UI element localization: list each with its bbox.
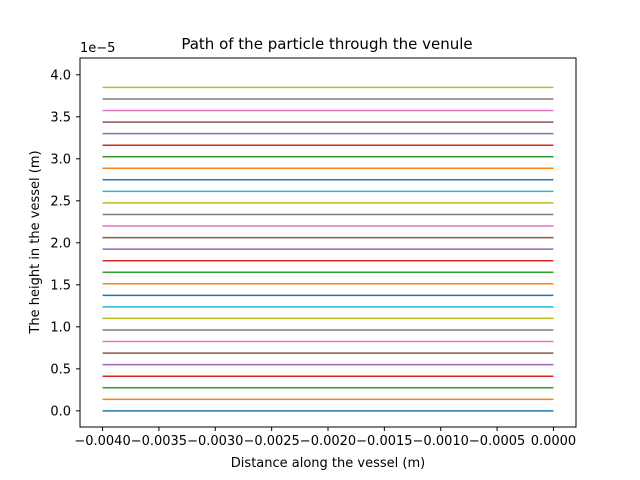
x-tick-label: 0.0000 [531, 434, 577, 449]
x-tick-label: −0.0030 [187, 434, 243, 449]
x-tick-label: −0.0005 [469, 434, 525, 449]
x-tick-label: −0.0040 [74, 434, 130, 449]
x-axis-label: Distance along the vessel (m) [231, 456, 425, 471]
y-tick-label: 1.5 [50, 278, 71, 293]
y-tick-label: 0.5 [50, 362, 71, 377]
series-layer [102, 86, 554, 412]
y-tick-label: 1.0 [50, 320, 71, 335]
x-tick-label: −0.0010 [413, 434, 469, 449]
y-axis: 0.0 0.5 1.0 1.5 2.0 2.5 3.0 3.5 4.0 [50, 68, 80, 419]
x-tick-label: −0.0020 [300, 434, 356, 449]
y-tick-label: 0.0 [50, 404, 71, 419]
y-tick-label: 2.0 [50, 236, 71, 251]
x-tick-label: −0.0025 [243, 434, 299, 449]
x-axis: −0.0040 −0.0035 −0.0030 −0.0025 −0.0020 −0.00… [74, 427, 576, 449]
y-tick-label: 3.0 [50, 152, 71, 167]
y-tick-label: 3.5 [50, 110, 71, 125]
y-tick-label: 2.5 [50, 194, 71, 209]
y-offset-label: 1e−5 [80, 41, 115, 56]
y-tick-label: 4.0 [50, 68, 71, 83]
y-axis-label: The height in the vessel (m) [28, 150, 43, 334]
chart-title: Path of the particle through the venule [181, 35, 472, 53]
x-tick-label: −0.0035 [131, 434, 187, 449]
x-tick-label: −0.0015 [356, 434, 412, 449]
